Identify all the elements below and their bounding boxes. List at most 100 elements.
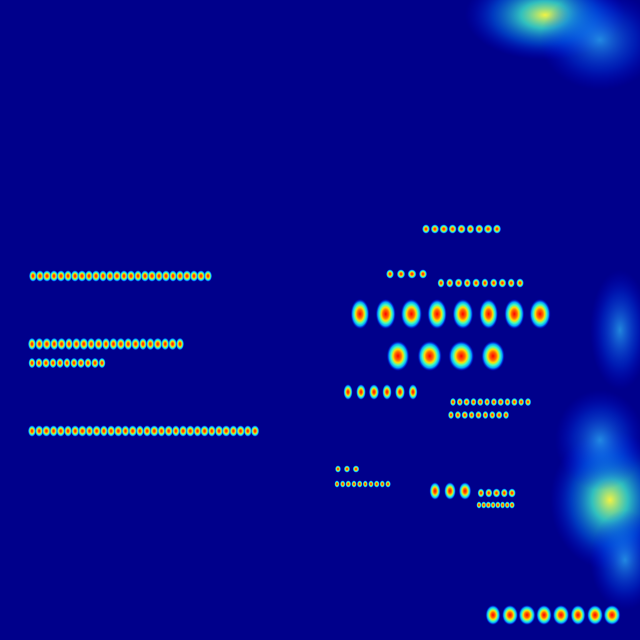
heat-blob xyxy=(570,605,586,625)
heat-blob xyxy=(484,397,491,407)
region-right-large-row-2 xyxy=(386,341,505,371)
heat-blob xyxy=(35,337,44,351)
heat-blob xyxy=(77,425,88,437)
heat-blob xyxy=(35,270,45,282)
heat-blob xyxy=(196,270,206,282)
heat-blob xyxy=(168,270,178,282)
heat-blob xyxy=(84,357,92,369)
heat-blob xyxy=(35,357,43,369)
heat-blob xyxy=(138,337,148,351)
heat-blob xyxy=(408,384,418,400)
region-right-lower-small-a xyxy=(334,465,360,473)
heat-blob xyxy=(126,270,136,282)
heat-blob xyxy=(99,425,108,437)
heat-blob xyxy=(116,337,126,351)
heat-blob xyxy=(189,270,199,282)
heat-blob xyxy=(417,341,442,371)
heat-blob xyxy=(502,410,510,420)
heat-blob xyxy=(28,357,36,369)
heat-blob xyxy=(499,501,506,509)
heat-blob xyxy=(356,384,366,400)
heat-blob xyxy=(70,270,80,282)
heat-blob xyxy=(529,299,551,329)
heat-blob xyxy=(475,224,484,234)
heat-blob xyxy=(385,480,391,488)
heat-blob xyxy=(112,270,122,282)
heat-blob xyxy=(485,501,492,509)
heat-blob xyxy=(477,488,485,498)
heat-blob xyxy=(70,425,80,437)
heat-blob xyxy=(140,270,150,282)
heat-blob xyxy=(64,337,74,351)
heat-blob xyxy=(500,488,508,498)
heat-blob xyxy=(101,337,111,351)
heat-blob xyxy=(105,270,115,282)
heat-blob xyxy=(41,425,52,437)
heat-blob xyxy=(498,278,507,288)
heat-blob xyxy=(454,278,463,288)
heat-blob xyxy=(94,337,104,351)
heat-blob xyxy=(185,425,195,437)
heat-blob xyxy=(128,425,138,437)
detection-blobs xyxy=(27,224,621,625)
heat-blob xyxy=(345,480,352,488)
heat-blob xyxy=(373,480,380,488)
heat-blob xyxy=(483,224,493,234)
heat-blob xyxy=(518,605,536,625)
heat-blob xyxy=(142,425,152,437)
heat-blob xyxy=(98,357,106,369)
heat-blob xyxy=(41,357,51,369)
heat-blob xyxy=(479,299,498,329)
heat-blob xyxy=(427,299,447,329)
heat-blob xyxy=(448,341,475,371)
heat-blob xyxy=(407,269,417,279)
heat-blob xyxy=(368,384,380,400)
heat-blob xyxy=(454,410,462,420)
heat-blob xyxy=(131,337,141,351)
heat-blob xyxy=(236,425,246,437)
heat-blob xyxy=(334,465,342,473)
heat-blob xyxy=(485,605,501,625)
heat-blob xyxy=(352,465,360,473)
heat-blob xyxy=(351,480,357,488)
heat-blob xyxy=(492,488,501,498)
heat-blob xyxy=(421,224,431,234)
heat-blob xyxy=(524,397,532,407)
heat-blob xyxy=(178,425,188,437)
haze-glow-5 xyxy=(590,270,640,390)
heat-blob xyxy=(394,384,406,400)
heat-blob xyxy=(153,337,163,351)
heat-blob xyxy=(350,299,370,329)
heat-blob xyxy=(98,270,108,282)
heat-blob xyxy=(63,425,73,437)
heat-blob xyxy=(250,425,260,437)
heat-blob xyxy=(146,337,155,351)
region-right-mid-row-a xyxy=(343,384,418,400)
heat-blob xyxy=(119,270,129,282)
heat-blob xyxy=(343,465,351,473)
heat-blob xyxy=(482,410,489,420)
heat-blob xyxy=(28,270,38,282)
region-right-lower-mid-c xyxy=(476,501,515,509)
heat-blob xyxy=(511,397,518,407)
heat-blob xyxy=(49,337,59,351)
heat-blob xyxy=(502,605,518,625)
heat-blob xyxy=(56,425,66,437)
heat-blob xyxy=(386,341,410,371)
heat-blob xyxy=(109,337,118,351)
heat-blob xyxy=(49,270,59,282)
heat-blob xyxy=(463,397,471,407)
heat-blob xyxy=(91,270,101,282)
heat-blob xyxy=(552,605,570,625)
heat-blob xyxy=(164,425,174,437)
heat-blob xyxy=(444,482,456,500)
heat-blob xyxy=(86,337,96,351)
heat-blob xyxy=(587,605,603,625)
heat-blob xyxy=(135,425,144,437)
heat-blob xyxy=(147,270,157,282)
heat-blob xyxy=(356,480,363,488)
heat-blob xyxy=(481,278,489,288)
heat-blob xyxy=(472,278,481,288)
heat-blob xyxy=(57,337,67,351)
